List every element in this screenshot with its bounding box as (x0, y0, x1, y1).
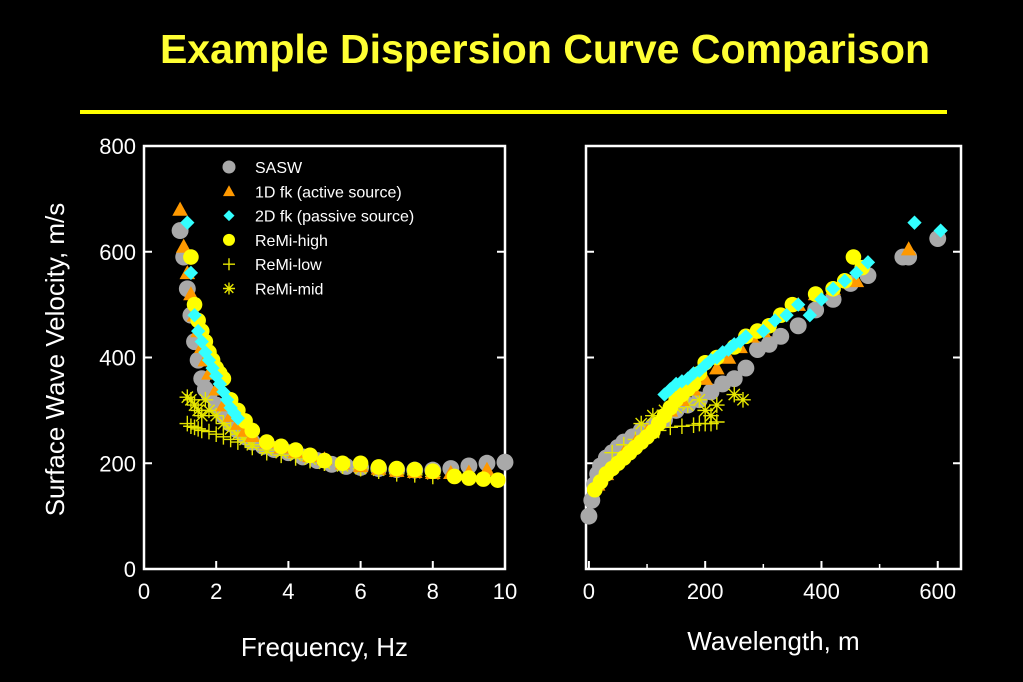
data-point (201, 424, 217, 440)
legend-marker (223, 234, 235, 246)
wavelength-panel: 0 200 400 600 Wavelength, m (580, 146, 961, 656)
legend-marker (223, 185, 235, 196)
series-sasw (580, 230, 946, 524)
plot-frame (586, 146, 961, 569)
data-point (302, 448, 318, 464)
data-point (580, 508, 597, 525)
x-tick-label: 10 (493, 579, 517, 604)
data-point (461, 470, 477, 486)
data-point (208, 426, 224, 442)
data-point (273, 439, 289, 455)
y-tick-label: 200 (99, 451, 136, 476)
data-point (490, 472, 506, 488)
data-point (425, 463, 441, 479)
data-point (447, 469, 463, 485)
y-tick-label: 0 (124, 557, 136, 582)
legend-label: ReMi-mid (255, 282, 323, 299)
data-point (476, 471, 492, 487)
data-point (335, 455, 351, 471)
legend-item: ReMi-low (223, 257, 322, 274)
x-tick-label: 0 (583, 579, 595, 604)
legend-label: 1D fk (active source) (255, 184, 402, 201)
x-tick-label: 4 (282, 579, 294, 604)
data-point (674, 418, 690, 434)
dispersion-plots: 0 2 4 6 8 10 0 200 400 600 800 Frequency, Hz Surface… (0, 0, 1023, 682)
x-tick-label: 6 (354, 579, 366, 604)
data-point (183, 249, 199, 265)
legend-label: ReMi-high (255, 233, 328, 250)
x-tick-label: 2 (210, 579, 222, 604)
legend-marker (223, 161, 236, 174)
data-point (288, 442, 304, 458)
data-point (389, 461, 405, 477)
data-point (187, 419, 203, 435)
legend-label: ReMi-low (255, 257, 322, 274)
x-tick-label: 400 (803, 579, 840, 604)
legend-item: SASW (223, 160, 304, 177)
y-tick-label: 600 (99, 240, 136, 265)
x-axis-label: Frequency, Hz (241, 632, 408, 662)
data-point (737, 360, 754, 377)
data-point (790, 317, 807, 334)
y-tick-label: 400 (99, 346, 136, 371)
x-tick-label: 200 (687, 579, 724, 604)
data-point (259, 434, 275, 450)
x-tick-label: 8 (427, 579, 439, 604)
data-point (353, 455, 369, 471)
data-point (907, 216, 921, 230)
data-point (901, 241, 917, 255)
data-point (245, 423, 261, 439)
y-tick-label: 800 (99, 134, 136, 159)
data-point (735, 392, 751, 408)
legend-item: ReMi-mid (223, 282, 323, 299)
legend-item: ReMi-high (223, 233, 328, 250)
data-point (317, 453, 333, 469)
data-point (497, 454, 514, 471)
legend: SASW 1D fk (active source) 2D fk (passive … (223, 160, 415, 299)
y-axis-label: Surface Wave Velocity, m/s (40, 203, 70, 517)
legend-marker (224, 210, 235, 221)
x-tick-label: 0 (138, 579, 150, 604)
legend-label: 2D fk (passive source) (255, 209, 414, 226)
legend-item: 2D fk (passive source) (224, 209, 415, 226)
legend-label: SASW (255, 160, 303, 177)
data-point (407, 462, 423, 478)
legend-marker (223, 283, 235, 295)
x-tick-label: 600 (919, 579, 956, 604)
data-point (194, 423, 210, 439)
data-point (172, 202, 188, 216)
data-point (371, 459, 387, 475)
data-point (709, 397, 725, 413)
legend-marker (223, 258, 235, 270)
x-axis-label: Wavelength, m (687, 626, 859, 656)
legend-item: 1D fk (active source) (223, 184, 402, 201)
